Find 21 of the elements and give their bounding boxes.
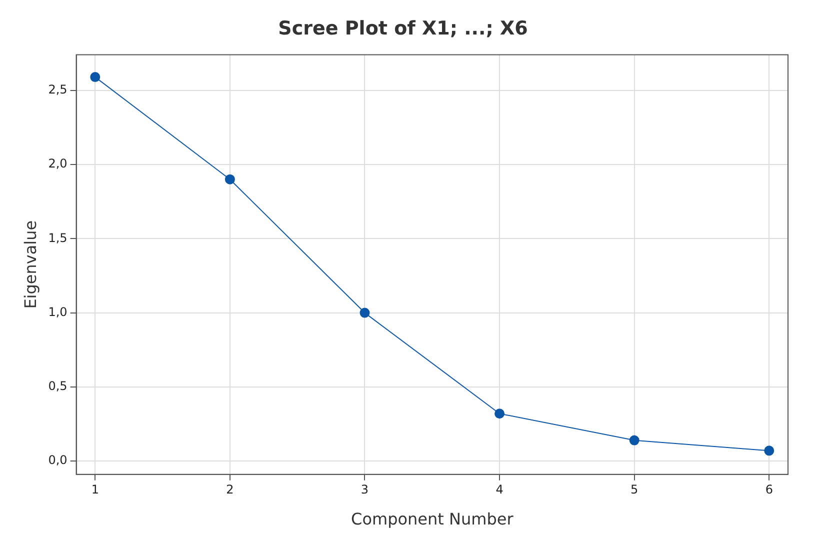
y-tick-label: 0,0 <box>48 453 68 468</box>
x-tick-label: 6 <box>765 482 773 497</box>
y-tick-label: 2,5 <box>48 82 68 97</box>
y-tick-label: 1,0 <box>48 304 68 319</box>
point <box>90 72 100 82</box>
point <box>360 308 370 318</box>
x-tick-label: 5 <box>630 482 638 497</box>
point <box>629 435 640 446</box>
y-tick-label: 2,0 <box>48 156 68 171</box>
x-axis-title: Component Number <box>351 510 514 529</box>
x-tick-label: 2 <box>226 482 234 497</box>
chart-title: Scree Plot of X1; ...; X6 <box>278 17 528 40</box>
point <box>764 446 774 456</box>
point <box>494 408 505 419</box>
y-axis-title: Eigenvalue <box>20 220 40 309</box>
point <box>224 174 235 184</box>
y-tick-label: 1,5 <box>48 230 68 245</box>
x-tick-label: 4 <box>496 482 504 497</box>
y-tick-label: 0,5 <box>48 379 68 394</box>
x-tick-label: 1 <box>91 482 99 497</box>
x-tick-label: 3 <box>360 482 369 497</box>
